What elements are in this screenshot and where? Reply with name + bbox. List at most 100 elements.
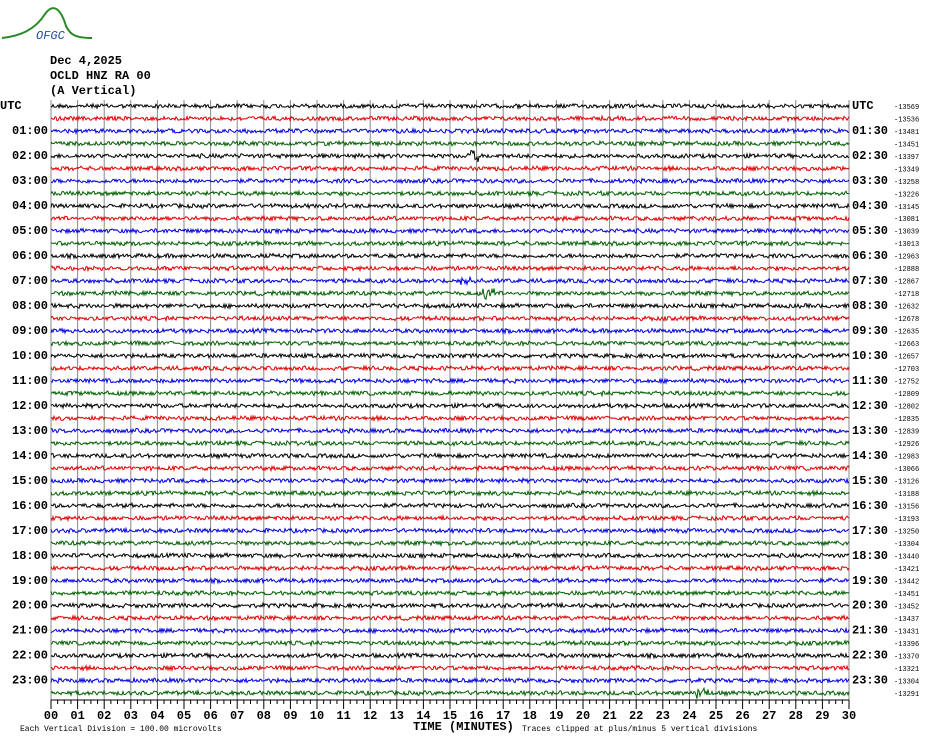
trace [50, 214, 850, 223]
right-time-label: 05:30 [852, 224, 888, 238]
trace-offset: -12802 [894, 404, 919, 412]
left-time-label: 02:00 [12, 149, 48, 163]
trace-offset: -13066 [894, 466, 919, 474]
right-time-label: 15:30 [852, 474, 888, 488]
left-time-label: 12:00 [12, 399, 48, 413]
logo-text: OFGC [36, 29, 66, 43]
trace-offset: -13370 [894, 653, 919, 661]
trace [50, 401, 850, 410]
right-time-label: 16:30 [852, 499, 888, 513]
trace [50, 339, 850, 348]
x-tick-label: 05 [177, 709, 191, 723]
trace [50, 513, 850, 523]
x-tick-label: 19 [549, 709, 563, 723]
x-tick-label: 07 [230, 709, 244, 723]
trace-offset: -12678 [894, 316, 919, 324]
right-time-label: 13:30 [852, 424, 888, 438]
trace [50, 301, 850, 310]
trace-offset: -13536 [894, 116, 919, 124]
trace-offset: -12635 [894, 329, 919, 337]
trace [50, 639, 850, 648]
x-tick-label: 20 [576, 709, 590, 723]
clip-note: Traces clipped at plus/minus 5 vertical … [522, 725, 757, 734]
left-time-label: 10:00 [12, 349, 48, 363]
right-time-label: 18:30 [852, 549, 888, 563]
right-time-label: 11:30 [852, 374, 888, 388]
trace-offset: -12963 [894, 254, 919, 262]
x-tick-label: 15 [443, 709, 457, 723]
left-time-label: 03:00 [12, 174, 48, 188]
x-tick-label: 01 [70, 709, 84, 723]
left-time-label: 16:00 [12, 499, 48, 513]
trace-offset: -12867 [894, 279, 919, 287]
logo-hill [1, 7, 93, 39]
left-time-label: 04:00 [12, 199, 48, 213]
left-time-label: 21:00 [12, 624, 48, 638]
trace [50, 451, 849, 460]
trace-offset: -13304 [894, 541, 919, 549]
trace [50, 389, 850, 398]
trace-offset: -13451 [894, 591, 919, 599]
trace-offset: -13081 [894, 216, 919, 224]
x-tick-label: 08 [257, 709, 271, 723]
right-time-label: 19:30 [852, 574, 888, 588]
trace [50, 426, 850, 435]
trace-offset: -13039 [894, 229, 919, 237]
left-time-label: 07:00 [12, 274, 48, 288]
trace-offset: -13451 [894, 141, 919, 149]
trace [50, 377, 850, 385]
trace-offset: -13145 [894, 204, 919, 212]
trace [50, 601, 850, 610]
x-tick-label: 03 [124, 709, 138, 723]
left-time-label: 01:00 [12, 124, 48, 138]
right-time-label: 21:30 [852, 624, 888, 638]
right-time-label: 17:30 [852, 524, 888, 538]
trace [50, 150, 850, 163]
trace [50, 614, 850, 622]
trace [50, 576, 850, 585]
left-time-label: 20:00 [12, 599, 48, 613]
right-time-label: 08:30 [852, 299, 888, 313]
trace [50, 364, 850, 372]
right-time-label: 23:30 [852, 674, 888, 688]
right-time-label: 07:30 [852, 274, 888, 288]
right-time-label: 12:30 [852, 399, 888, 413]
x-tick-label: 14 [416, 709, 430, 723]
trace-offset: -13569 [894, 104, 919, 112]
trace [50, 252, 850, 261]
trace-offset: -13188 [894, 491, 919, 499]
right-time-label: UTC [852, 99, 874, 113]
left-time-label: 05:00 [12, 224, 48, 238]
trace [50, 626, 850, 635]
trace-offset: -13349 [894, 166, 919, 174]
trace-offset: -13397 [894, 154, 919, 162]
x-axis-title: TIME (MINUTES) [413, 720, 514, 734]
left-time-label: 09:00 [12, 324, 48, 338]
left-time-label: 17:00 [12, 524, 48, 538]
left-time-label: 06:00 [12, 249, 48, 263]
x-tick-label: 02 [97, 709, 111, 723]
right-time-label: 03:30 [852, 174, 888, 188]
trace [50, 464, 850, 473]
left-time-label: 14:00 [12, 449, 48, 463]
right-time-label: 22:30 [852, 649, 888, 663]
x-tick-label: 00 [44, 709, 58, 723]
trace [50, 651, 850, 660]
trace-offset: -12839 [894, 429, 919, 437]
trace-offset: -13226 [894, 191, 919, 199]
x-tick-label: 27 [762, 709, 776, 723]
trace-offset: -13291 [894, 691, 919, 699]
trace [50, 501, 850, 510]
trace [50, 351, 850, 360]
right-time-label: 10:30 [852, 349, 888, 363]
x-tick-label: 13 [390, 709, 404, 723]
right-time-label: 20:30 [852, 599, 888, 613]
left-time-label: 11:00 [12, 374, 48, 388]
trace [50, 539, 850, 548]
trace-offset: -12657 [894, 354, 919, 362]
left-time-label: UTC [0, 99, 22, 113]
x-tick-label: 10 [310, 709, 324, 723]
right-time-label: 09:30 [852, 324, 888, 338]
trace [50, 164, 850, 173]
